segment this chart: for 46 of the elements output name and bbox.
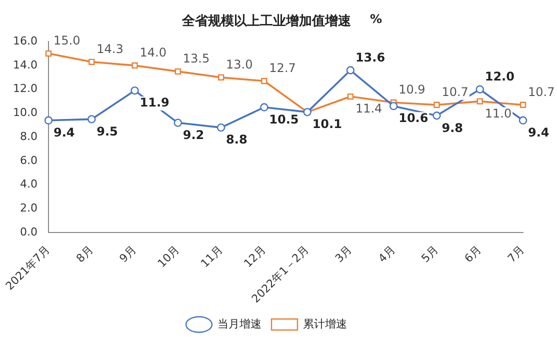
data-label: 13.5 (182, 52, 210, 66)
legend-label: 累计增速 (303, 317, 347, 330)
y-tick-label: 16.0 (12, 34, 38, 48)
x-tick-label: 6月 (462, 243, 484, 266)
data-label: 11.0 (484, 106, 512, 120)
y-tick-label: 2.0 (20, 202, 38, 215)
data-label: 9.2 (182, 128, 204, 142)
y-tick-label: 10.0 (12, 106, 38, 120)
y-tick-label: 6.0 (20, 154, 38, 167)
data-label: 8.8 (226, 132, 248, 147)
x-tick-label: 4月 (376, 243, 398, 266)
x-tick-label: 5月 (418, 243, 441, 266)
data-label: 14.0 (140, 46, 166, 60)
data-label: 13.0 (226, 58, 253, 72)
x-tick-label: 11月 (198, 243, 226, 270)
data-label: 10.6 (398, 111, 428, 126)
y-tick-label: 14.0 (12, 58, 38, 72)
data-label: 12.0 (484, 69, 514, 84)
y-tick-label: 0.0 (20, 226, 38, 238)
x-tick-label: 12月 (241, 243, 268, 270)
x-tick-label: 3月 (332, 243, 355, 266)
data-label: 9.4 (53, 126, 75, 140)
data-label: 9.8 (442, 120, 463, 135)
data-label: 9.4 (528, 126, 550, 140)
data-label: 14.3 (96, 42, 124, 56)
y-tick-label: 4.0 (20, 178, 38, 191)
data-label: 10.7 (528, 85, 555, 100)
data-label: 9.5 (96, 124, 118, 138)
data-label: 11.9 (140, 96, 170, 110)
data-label: 15.0 (53, 34, 80, 48)
data-label: 13.6 (355, 50, 386, 64)
y-axis-title: % (370, 12, 382, 26)
data-label: 11.4 (355, 102, 382, 116)
data-label: 10.9 (398, 82, 426, 97)
x-tick-label: 9月 (116, 243, 139, 266)
y-tick-label: 8.0 (20, 130, 38, 143)
chart-title: 全省规模以上工业增加值增速 (181, 14, 352, 30)
data-label: 12.7 (269, 61, 296, 76)
x-tick-label: 10月 (155, 243, 182, 270)
x-tick-label: 8月 (74, 243, 96, 266)
data-label: 10.7 (442, 85, 468, 100)
legend-label: 当月增速 (218, 317, 262, 330)
data-label: 10.1 (312, 117, 342, 132)
y-tick-label: 12.0 (12, 82, 38, 96)
data-label: 10.5 (269, 112, 299, 126)
x-tick-label: 7月 (505, 243, 528, 266)
